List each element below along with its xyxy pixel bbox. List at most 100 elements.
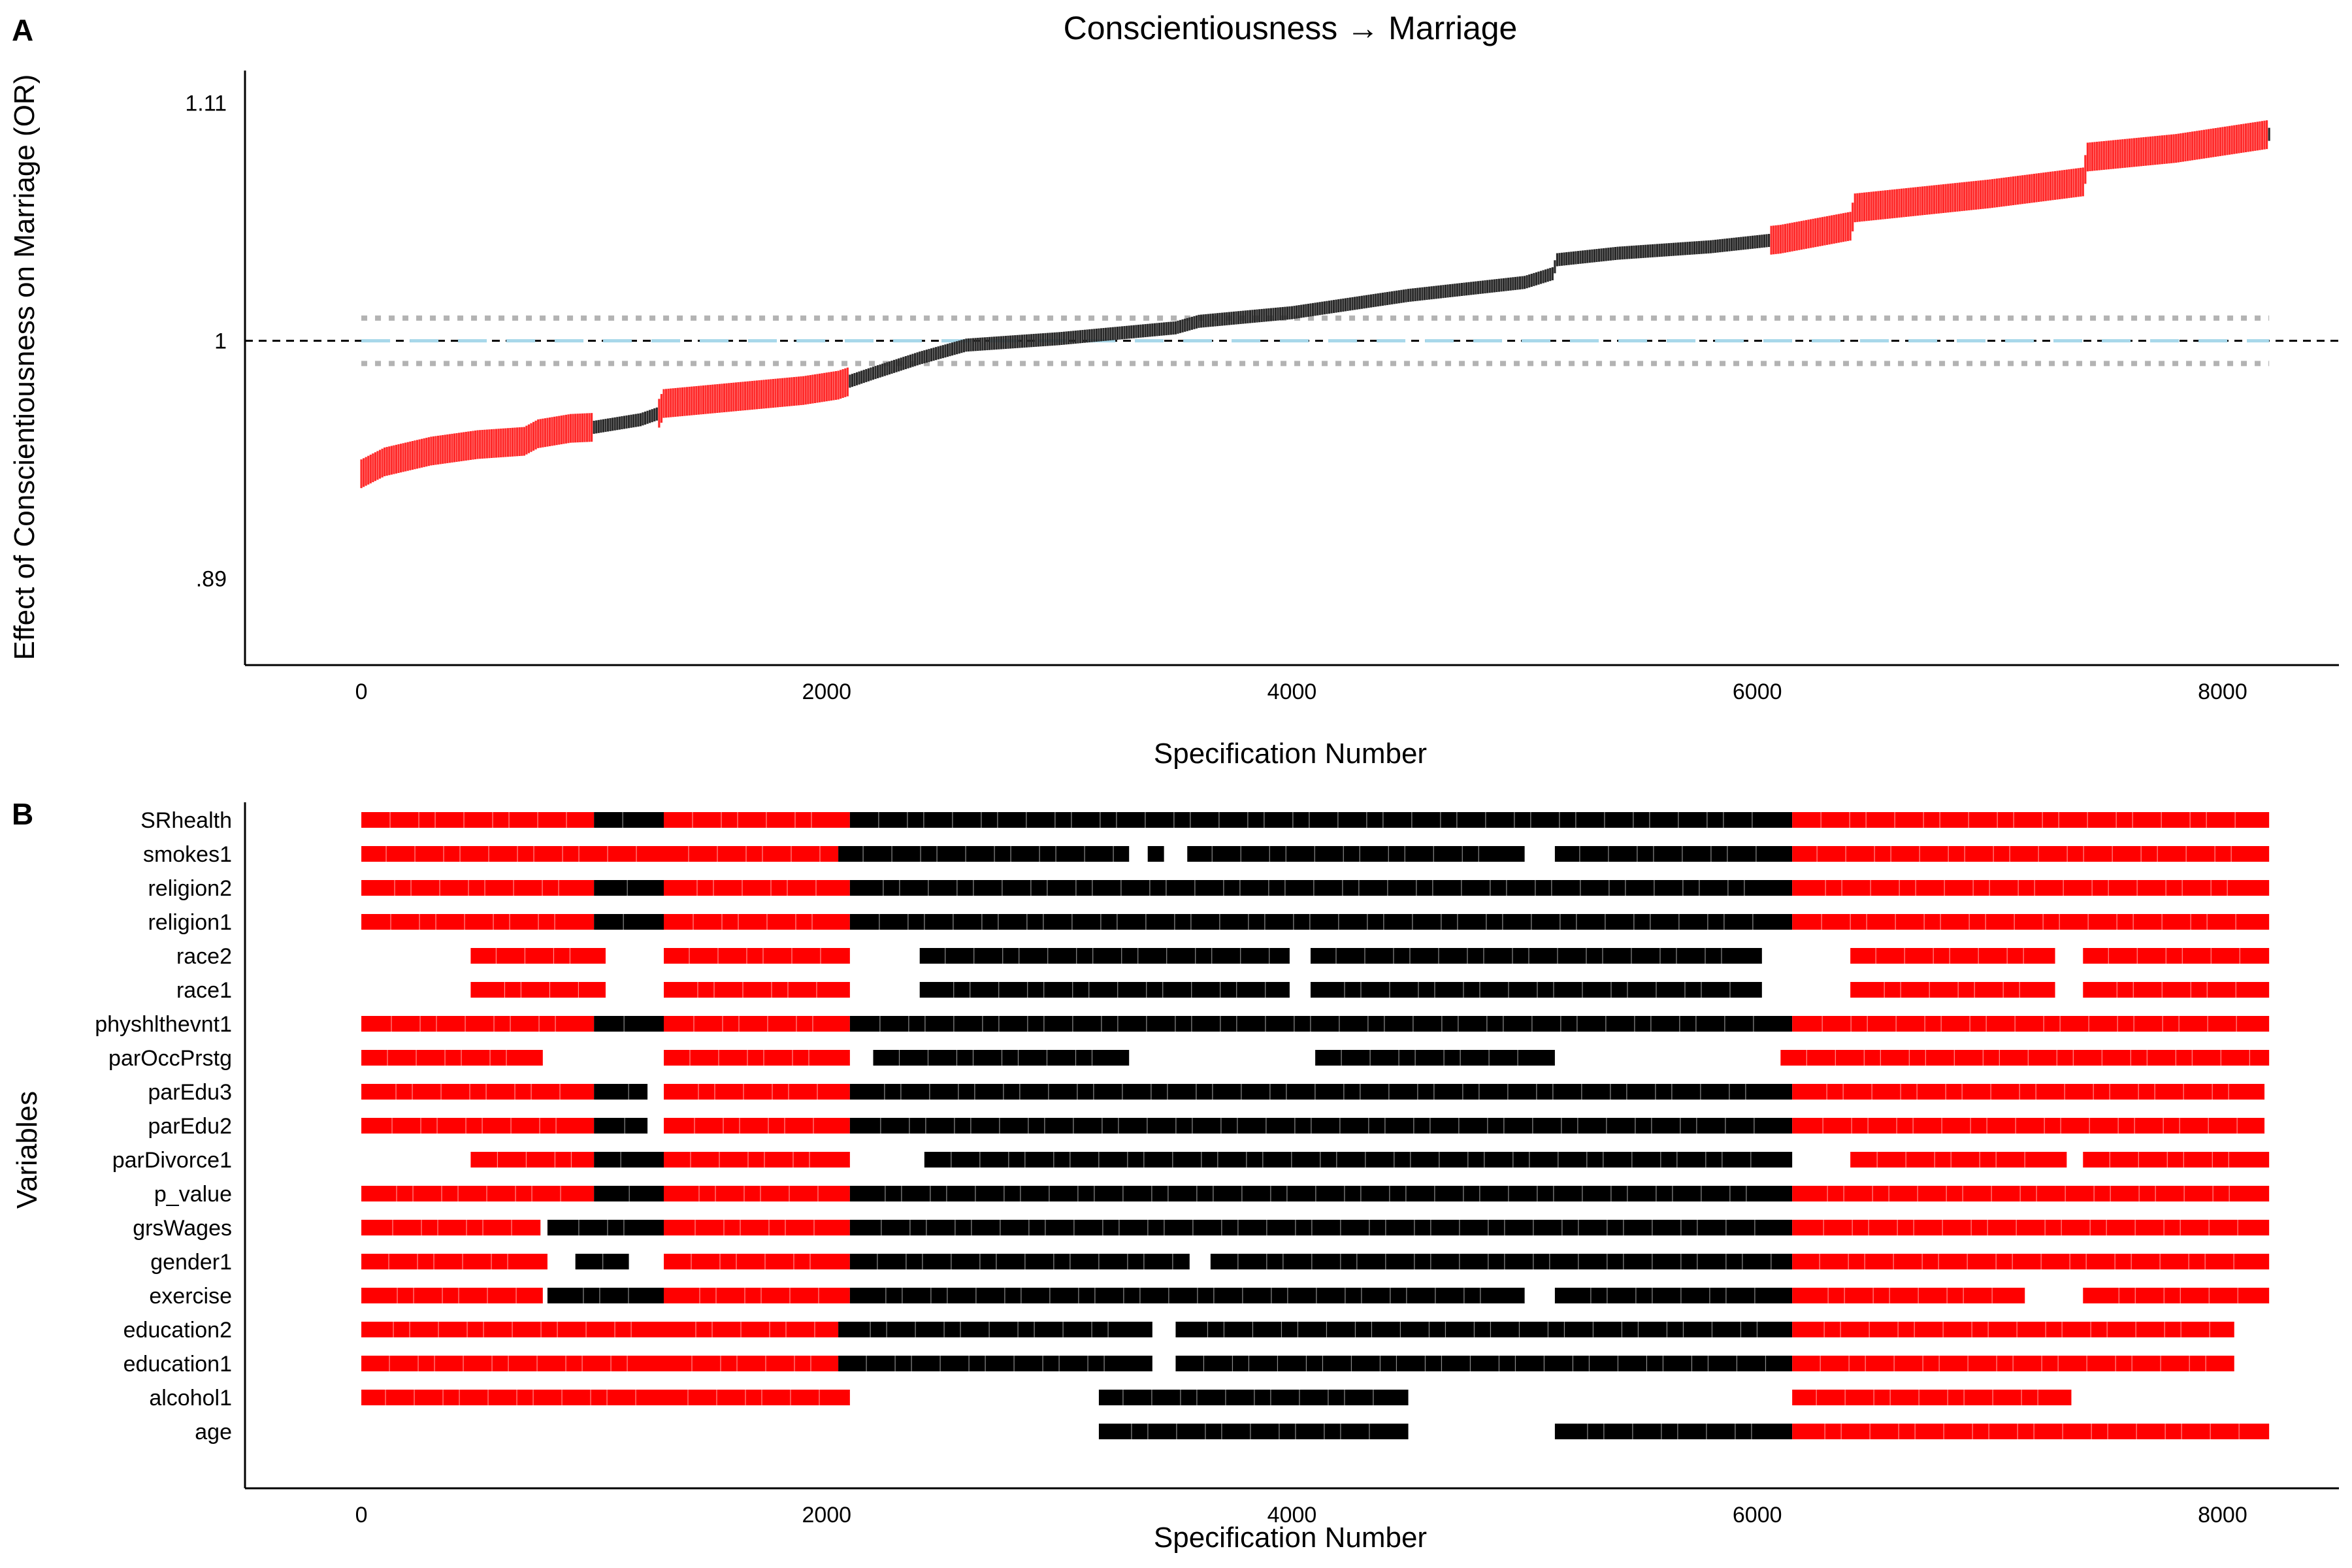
variable-label: parEdu3: [148, 1080, 232, 1105]
indicator-segment: [361, 914, 595, 930]
panel-a-x-tick-label: 4000: [1267, 679, 1317, 704]
indicator-segment: [664, 1288, 850, 1303]
variable-label: race2: [176, 944, 232, 969]
indicator-segment: [361, 812, 595, 828]
indicator-segment: [919, 982, 1290, 998]
variable-label: gender1: [150, 1250, 232, 1275]
variable-label: parDivorce1: [112, 1148, 232, 1173]
indicator-segment: [849, 914, 1793, 930]
indicator-segment: [1850, 948, 2055, 964]
indicator-segment: [838, 846, 1130, 862]
indicator-segment: [361, 1118, 595, 1134]
panel-a-x-tick-label: 2000: [802, 679, 851, 704]
indicator-segment: [361, 1186, 595, 1201]
indicator-segment: [575, 1254, 629, 1269]
indicator-segment: [361, 1016, 595, 1032]
indicator-segment: [664, 846, 839, 862]
variable-label: education1: [123, 1352, 232, 1377]
panel-a-xlabel: Specification Number: [1154, 738, 1427, 770]
variable-label: alcohol1: [149, 1386, 232, 1411]
panel-b-x-tick-label: 6000: [1733, 1503, 1782, 1527]
indicator-segment: [664, 1118, 850, 1134]
indicator-segment: [1792, 1016, 2270, 1032]
panel-b-x-tick-label: 2000: [802, 1503, 851, 1527]
indicator-segment: [1792, 1322, 2234, 1337]
indicator-segment: [594, 914, 664, 930]
panel-a-x-tick-label: 8000: [2198, 679, 2247, 704]
indicator-segment: [361, 1254, 547, 1269]
indicator-segment: [849, 1016, 1793, 1032]
indicator-segment: [1175, 1356, 1793, 1371]
indicator-segment: [1554, 1424, 1793, 1439]
variable-label: parEdu2: [148, 1114, 232, 1139]
variable-label: religion1: [148, 910, 232, 935]
indicator-segment: [594, 1084, 648, 1100]
indicator-segment: [664, 1390, 850, 1405]
indicator-segment: [470, 982, 606, 998]
panel-b-xlabel: Specification Number: [1154, 1522, 1427, 1554]
panel-b-x-tick-label: 0: [355, 1503, 368, 1527]
variable-label: religion2: [148, 876, 232, 901]
panel-a-y-tick-label: .89: [196, 567, 227, 592]
indicator-segment: [664, 1050, 850, 1066]
indicator-segment: [1780, 1050, 2270, 1066]
panel-b-letter: B: [12, 797, 33, 831]
indicator-segment: [361, 880, 595, 896]
indicator-segment: [547, 1288, 664, 1303]
indicator-segment: [594, 880, 664, 896]
indicator-segment: [1792, 880, 2270, 896]
indicator-segment: [1147, 846, 1164, 862]
panel-a-x-tick-label: 0: [355, 679, 368, 704]
panel-b-ylabel: Variables: [11, 1091, 43, 1209]
indicator-segment: [594, 1152, 664, 1168]
indicator-segment: [664, 812, 850, 828]
indicator-segment: [594, 1118, 648, 1134]
indicator-segment: [361, 846, 664, 862]
indicator-segment: [1210, 1254, 1793, 1269]
indicator-segment: [361, 1220, 541, 1235]
panel-a-axes: 0 2000 4000 6000 8000 .89 1 1.11: [185, 71, 2339, 704]
indicator-segment: [849, 1084, 1793, 1100]
indicator-segment: [1792, 812, 2270, 828]
indicator-segment: [1792, 1288, 2025, 1303]
indicator-segment: [664, 1152, 850, 1168]
indicator-segment: [361, 1356, 664, 1371]
variable-label: parOccPrstg: [108, 1046, 232, 1071]
indicator-segment: [1187, 846, 1525, 862]
indicator-segment: [361, 1050, 543, 1066]
indicator-segment: [594, 1016, 664, 1032]
indicator-segment: [664, 1254, 850, 1269]
indicator-segment: [664, 1356, 839, 1371]
indicator-segment: [664, 1016, 850, 1032]
indicator-segment: [470, 948, 606, 964]
variable-label: race1: [176, 978, 232, 1003]
indicator-segment: [1850, 982, 2055, 998]
indicator-segment: [1792, 1254, 2270, 1269]
indicator-segment: [1554, 846, 1793, 862]
panel-a-y-tick-label: 1: [214, 329, 227, 354]
indicator-segment: [849, 1118, 1793, 1134]
indicator-segment: [1792, 1118, 2265, 1134]
indicator-segment: [849, 1186, 1793, 1201]
indicator-segment: [664, 1322, 839, 1337]
variable-label: SRhealth: [140, 808, 232, 833]
panel-a-letter: A: [12, 13, 33, 47]
indicator-segment: [470, 1152, 595, 1168]
indicator-segment: [1310, 948, 1762, 964]
indicator-segment: [361, 1390, 664, 1405]
indicator-segment: [1792, 1186, 2270, 1201]
indicator-segment: [849, 1220, 1793, 1235]
indicator-segment: [2083, 1152, 2270, 1168]
indicator-segment: [664, 1186, 850, 1201]
indicator-segment: [1175, 1322, 1793, 1337]
indicator-segment: [1792, 1084, 2265, 1100]
indicator-segment: [664, 948, 850, 964]
indicator-segment: [2083, 1288, 2270, 1303]
indicator-segment: [1792, 1220, 2270, 1235]
indicator-segment: [1315, 1050, 1555, 1066]
indicator-segment: [1310, 982, 1762, 998]
indicator-segment: [924, 1152, 1793, 1168]
indicator-segment: [1850, 1152, 2067, 1168]
indicator-segment: [838, 1356, 1152, 1371]
